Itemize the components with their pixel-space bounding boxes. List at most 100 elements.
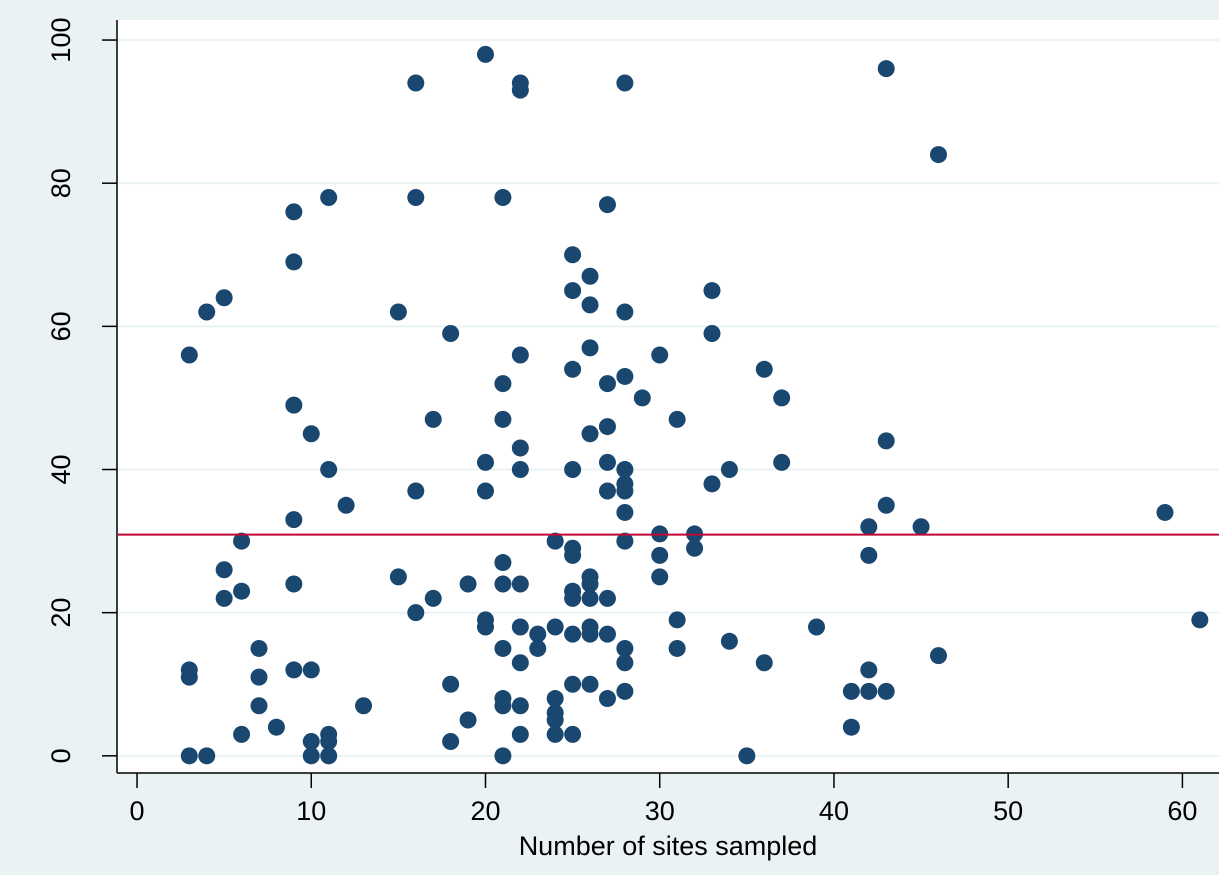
point	[598, 690, 616, 708]
point	[877, 432, 895, 450]
point	[250, 639, 268, 657]
point	[320, 461, 338, 479]
point	[860, 661, 878, 679]
point	[877, 60, 895, 78]
point	[808, 618, 826, 636]
point	[598, 418, 616, 436]
point	[668, 410, 686, 428]
y-tick-label: 0	[46, 748, 76, 763]
point	[529, 639, 547, 657]
point	[233, 532, 251, 550]
x-tick-label: 20	[470, 796, 500, 826]
point	[860, 682, 878, 700]
point	[703, 282, 721, 300]
x-tick-label: 10	[296, 796, 326, 826]
point	[598, 375, 616, 393]
point	[929, 647, 947, 665]
point	[459, 711, 477, 729]
point	[250, 668, 268, 686]
point	[494, 697, 512, 715]
plot-area	[117, 20, 1219, 773]
point	[389, 568, 407, 586]
point	[616, 682, 634, 700]
point	[581, 625, 599, 643]
point	[651, 546, 669, 564]
point	[320, 733, 338, 751]
point	[511, 461, 529, 479]
point	[686, 539, 704, 557]
point	[320, 189, 338, 207]
y-tick-label: 60	[46, 311, 76, 341]
x-tick-label: 30	[645, 796, 675, 826]
point	[668, 639, 686, 657]
point	[511, 725, 529, 743]
point	[285, 575, 303, 593]
point	[651, 568, 669, 586]
point	[494, 375, 512, 393]
point	[355, 697, 373, 715]
point	[616, 639, 634, 657]
point	[842, 682, 860, 700]
point	[424, 589, 442, 607]
point	[564, 461, 582, 479]
point	[476, 453, 494, 471]
point	[407, 189, 425, 207]
point	[703, 475, 721, 493]
point	[738, 747, 756, 765]
point	[546, 690, 564, 708]
point	[773, 453, 791, 471]
x-tick-label: 0	[130, 796, 145, 826]
point	[651, 346, 669, 364]
point	[581, 575, 599, 593]
point	[598, 453, 616, 471]
x-axis-title: Number of sites sampled	[519, 831, 818, 861]
point	[598, 196, 616, 214]
point	[720, 632, 738, 650]
point	[285, 253, 303, 271]
point	[616, 367, 634, 385]
point	[198, 303, 216, 321]
point	[616, 482, 634, 500]
point	[564, 725, 582, 743]
point	[285, 511, 303, 529]
point	[511, 346, 529, 364]
point	[929, 146, 947, 164]
point	[180, 668, 198, 686]
point	[302, 425, 320, 443]
point	[581, 589, 599, 607]
point	[616, 461, 634, 479]
point	[494, 410, 512, 428]
point	[616, 74, 634, 92]
point	[581, 267, 599, 285]
point	[476, 45, 494, 63]
point	[860, 546, 878, 564]
point	[598, 625, 616, 643]
point	[616, 532, 634, 550]
point	[215, 289, 233, 307]
point	[511, 697, 529, 715]
point	[755, 360, 773, 378]
point	[598, 589, 616, 607]
point	[302, 747, 320, 765]
point	[459, 575, 477, 593]
point	[633, 389, 651, 407]
point	[877, 682, 895, 700]
point	[1156, 503, 1174, 521]
point	[511, 654, 529, 672]
point	[546, 618, 564, 636]
point	[407, 74, 425, 92]
point	[877, 496, 895, 514]
point	[337, 496, 355, 514]
point	[285, 396, 303, 414]
point	[581, 425, 599, 443]
point	[250, 697, 268, 715]
x-tick-label: 60	[1167, 796, 1197, 826]
point	[720, 461, 738, 479]
y-tick-label: 80	[46, 168, 76, 198]
y-tick-label: 20	[46, 598, 76, 628]
point	[842, 718, 860, 736]
point	[564, 546, 582, 564]
point	[233, 582, 251, 600]
point	[215, 589, 233, 607]
point	[494, 575, 512, 593]
